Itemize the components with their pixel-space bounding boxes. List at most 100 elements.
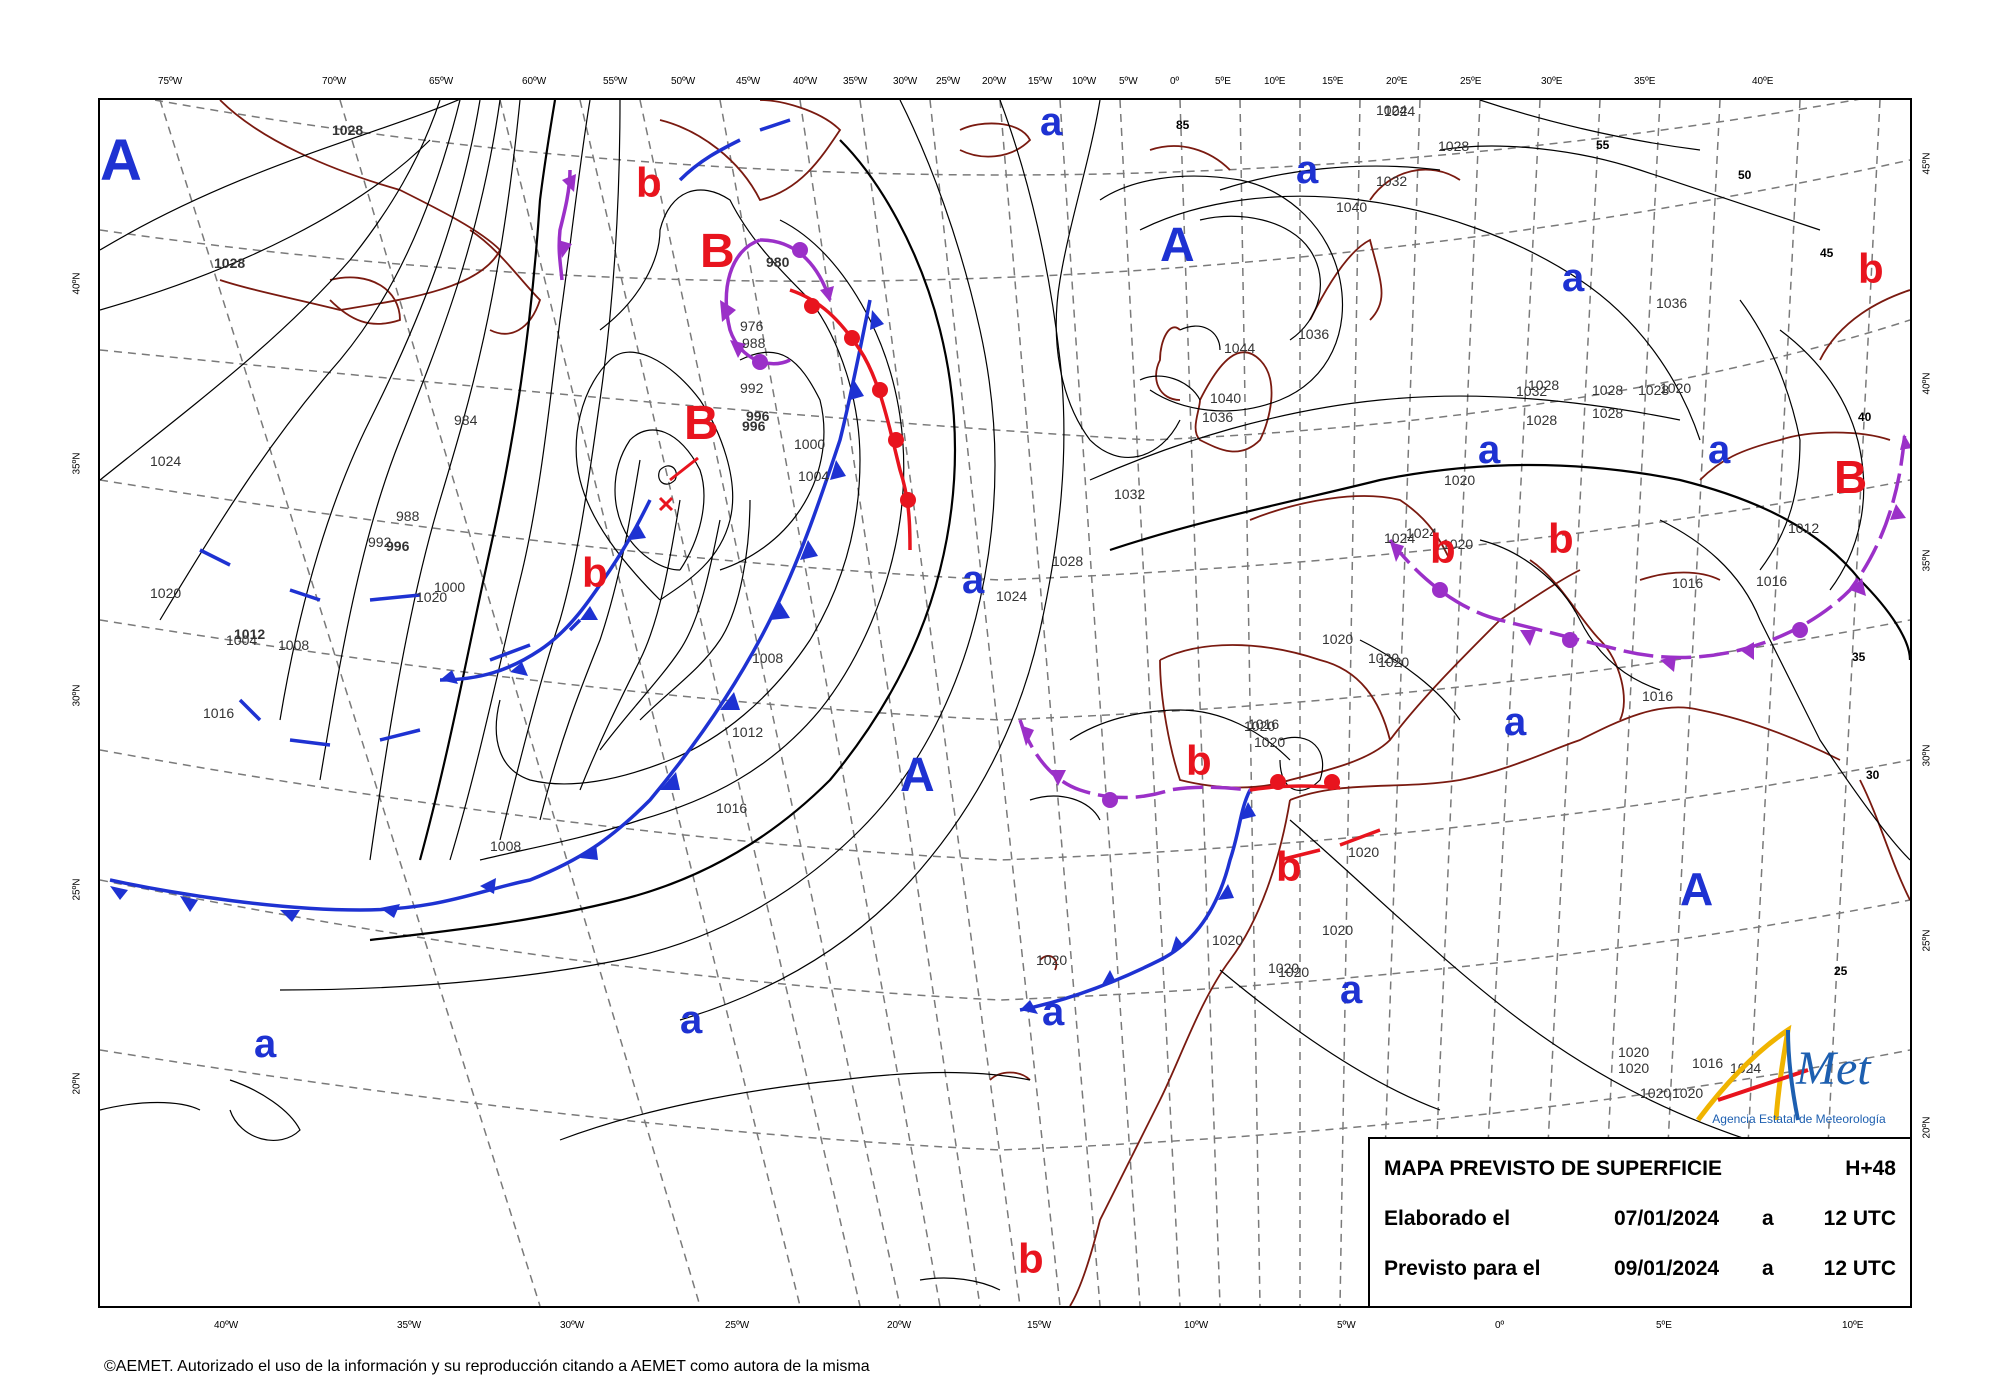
latitude-label: 45ºN: [1921, 152, 1933, 175]
isobar-value: 1028: [1638, 382, 1670, 398]
longitude-label: 20ºE: [1386, 76, 1408, 87]
isobar-value: 1020: [1672, 1085, 1704, 1101]
latitude-label: 40ºN: [1921, 372, 1933, 395]
isobar-value: 1040: [1336, 199, 1368, 215]
longitude-label: 75ºW: [158, 76, 183, 87]
isobar-value: 1016: [203, 705, 235, 721]
isobar-value: 1024: [1406, 525, 1438, 541]
warm-front-dashed: [1279, 828, 1381, 862]
longitude-label: 65ºW: [429, 76, 454, 87]
isobar-value: 996: [746, 408, 770, 424]
high-pressure-center: A: [1160, 219, 1195, 272]
isobar-value: 1024: [1376, 102, 1408, 118]
longitude-label: 5ºE: [1656, 1320, 1672, 1331]
low-pressure-center: b: [1018, 1235, 1044, 1282]
map-title: MAPA PREVISTO DE SUPERFICIE: [1384, 1157, 1722, 1180]
dashed-cold-front-2: [238, 698, 421, 747]
isobar-value: 1020: [1348, 844, 1380, 860]
longitude-label: 25ºW: [725, 1320, 750, 1331]
high-pressure-center: A: [900, 749, 935, 802]
isobar-value: 1012: [234, 626, 266, 642]
isobar-value: 1020: [1278, 964, 1310, 980]
isobar-value: 1020: [1444, 472, 1476, 488]
longitude-label: 20ºW: [982, 76, 1007, 87]
isobar-value: 1020: [1378, 654, 1410, 670]
isobar-value: 1032: [1516, 383, 1548, 399]
isobar-value: 1028: [332, 122, 364, 138]
occluded-symbols: [558, 174, 1910, 808]
isobar-value: 1016: [1672, 575, 1704, 591]
issued-time: 12 UTC: [1823, 1207, 1896, 1230]
warm-front-atlantic: [789, 288, 912, 551]
dashed-cold-front-3: [489, 618, 582, 662]
low-pressure-center: B: [700, 225, 735, 278]
high-pressure-center: a: [1708, 428, 1731, 472]
low-pressure-center: b: [1858, 245, 1884, 292]
forecast-info-box: MAPA PREVISTO DE SUPERFICIE H+48 Elabora…: [1368, 1137, 1912, 1308]
latitude-label: 25ºN: [1921, 929, 1933, 952]
isobar-value: 988: [396, 508, 420, 524]
isobar-value: 1008: [752, 650, 784, 666]
thickness-value: 45: [1820, 246, 1834, 260]
thickness-value: 50: [1738, 168, 1752, 182]
isobar-value: 1016: [1692, 1055, 1724, 1071]
latitude-label: 20ºN: [1921, 1116, 1933, 1139]
thickness-value: 30: [1866, 768, 1880, 782]
cold-front-secondary: [439, 499, 652, 682]
high-pressure-center: a: [1478, 428, 1501, 472]
high-pressure-center: a: [1504, 700, 1527, 744]
logo-subtitle: Agencia Estatal de Meteorología: [1712, 1112, 1886, 1126]
occluded-front-med: [1388, 429, 1907, 660]
high-pressure-center: a: [254, 1022, 277, 1066]
isobars: [100, 100, 1910, 1291]
high-pressure-center: a: [1340, 968, 1363, 1012]
longitude-label: 10ºW: [1184, 1320, 1209, 1331]
isobar-value: 1028: [1052, 553, 1084, 569]
longitude-label: 30ºW: [560, 1320, 585, 1331]
longitude-label: 15ºW: [1027, 1320, 1052, 1331]
dashed-cold-front-1: [199, 548, 421, 602]
isobar-value: 1028: [1438, 138, 1470, 154]
surface-forecast-map: 1028 1028 1024 1020 1016 1012 1008 1004 1000 996 9…: [98, 98, 1912, 1308]
longitude-label: 25ºE: [1460, 76, 1482, 87]
longitude-label: 10ºE: [1264, 76, 1286, 87]
high-pressure-center: a: [1562, 256, 1585, 300]
issued-date: 07/01/2024: [1614, 1207, 1720, 1230]
isobar-value: 1000: [434, 579, 466, 595]
high-pressure-center: a: [680, 998, 703, 1042]
high-pressure-center: a: [1296, 148, 1319, 192]
longitude-label: 45ºW: [736, 76, 761, 87]
isobar-value: 1036: [1656, 295, 1688, 311]
issued-sep: a: [1762, 1207, 1774, 1230]
isobar-value: 1004: [226, 632, 258, 648]
high-pressure-center: a: [962, 558, 985, 602]
latitude-label: 35ºN: [1921, 549, 1933, 572]
map-canvas: [100, 100, 1910, 1306]
isobar-value: 1020: [1640, 1085, 1672, 1101]
low-pressure-center: b: [1186, 737, 1212, 784]
isobar-value: 1020: [1254, 734, 1286, 750]
longitude-label: 40ºE: [1752, 76, 1774, 87]
isobar-value: 988: [742, 335, 766, 351]
thickness-value: 40: [1858, 410, 1872, 424]
low-pressure-center: b: [1276, 843, 1302, 890]
longitude-label: 30ºE: [1541, 76, 1563, 87]
longitude-label: 15ºE: [1322, 76, 1344, 87]
forecast-step: H+48: [1845, 1157, 1896, 1180]
longitude-label: 15ºW: [1028, 76, 1053, 87]
longitude-label: 40ºW: [793, 76, 818, 87]
isobar-value: 1016: [1248, 716, 1280, 732]
isobar-value: 1004: [798, 468, 830, 484]
isobar-value: 1040: [1210, 390, 1242, 406]
isobar-value: 1020: [1368, 650, 1400, 666]
low-center-cross: [658, 456, 699, 512]
isobar-value: 1012: [1788, 520, 1820, 536]
high-pressure-center: a: [1042, 990, 1065, 1034]
isobar-value: 1020: [1268, 960, 1300, 976]
isobar-value: 1020: [1618, 1060, 1650, 1076]
low-pressure-center: B: [1834, 451, 1868, 503]
isobar-value: 1020: [1618, 1044, 1650, 1060]
latitude-label: 20ºN: [71, 1072, 83, 1095]
low-pressure-center: b: [636, 159, 662, 206]
isobar-value: 1024: [150, 453, 182, 469]
